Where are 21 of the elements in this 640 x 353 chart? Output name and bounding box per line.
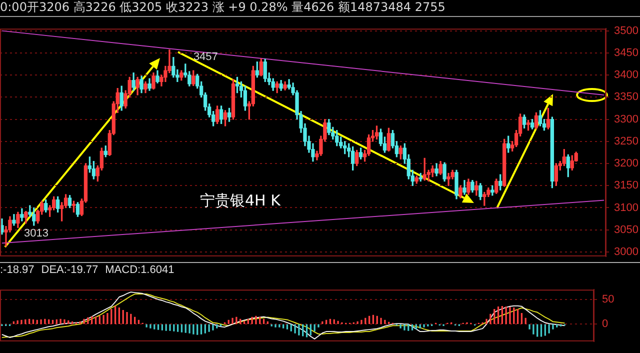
y-tick-label: 3100 [614,202,638,214]
y-tick-label: 3050 [614,224,638,236]
annotation: 3457 [193,50,218,63]
text: :-18.97 [0,264,34,276]
y-tick-label: 3500 [614,24,638,37]
y-tick-label: 50 [602,294,614,306]
y-tick-label: 3250 [614,135,638,148]
y-tick-label: 3400 [614,69,638,82]
annotation: 3013 [24,227,48,240]
text: DEA:-19.77 [41,264,98,276]
y-tick-label: 3150 [614,180,638,192]
text: MACD:1.6041 [105,264,174,276]
candlestick [446,172,450,186]
y-tick-label: 3200 [614,158,638,170]
y-tick-label: 3300 [614,113,638,126]
text: 宁贵银4H K [200,192,282,210]
text: 0:00开3206 高3226 低3205 收3223 涨 +9 0.28% 量4626 额14873484 2755 [0,0,446,14]
y-tick-label: 3350 [614,91,638,104]
y-tick-label: 3000 [614,246,638,258]
y-tick-label: 0 [602,318,608,330]
y-tick-label: 3450 [614,46,638,59]
